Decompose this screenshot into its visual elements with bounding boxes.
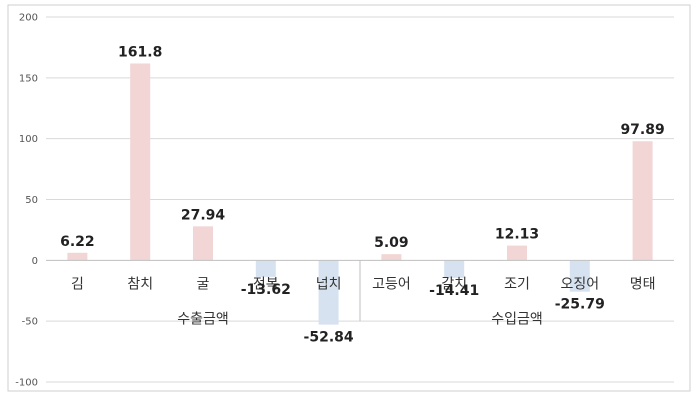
- value-label: -52.84: [304, 330, 354, 346]
- bar-7: [444, 260, 465, 278]
- category-label: 굴: [197, 276, 210, 292]
- value-label: 6.22: [60, 234, 95, 250]
- category-label: 조기: [504, 276, 530, 292]
- category-label: 전복: [253, 276, 279, 292]
- y-tick-label: 150: [19, 73, 38, 84]
- bar-1: [67, 252, 88, 261]
- category-label: 명태: [630, 276, 656, 292]
- value-label: -14.41: [429, 283, 479, 299]
- category-label: 참치: [127, 276, 153, 292]
- bar-3: [193, 226, 213, 261]
- bars: [67, 63, 653, 325]
- bar-8: [507, 245, 527, 261]
- bar-6: [381, 254, 402, 261]
- y-axis-ticks: 200 150 100 50 0 -50 -100: [15, 13, 38, 389]
- x-axis: [46, 259, 674, 322]
- y-tick-label: 0: [32, 256, 38, 267]
- group-labels: 수출금액 수입금액: [177, 311, 543, 327]
- category-label: 김: [71, 276, 84, 292]
- y-tick-label: -100: [15, 378, 38, 389]
- category-label: 넙치: [316, 276, 342, 292]
- y-tick-label: 100: [19, 134, 38, 145]
- y-tick-label: 50: [25, 195, 38, 206]
- value-label: 5.09: [374, 235, 409, 251]
- bar-9: [569, 260, 590, 292]
- value-label: -25.79: [555, 297, 605, 313]
- group-label: 수출금액: [177, 311, 229, 327]
- chart-border: [7, 4, 691, 392]
- category-label: 고등어: [372, 276, 411, 292]
- value-label: 12.13: [495, 227, 539, 243]
- y-tick-label: -50: [22, 317, 38, 328]
- value-label: 27.94: [181, 207, 226, 223]
- value-labels: 6.22 161.8 27.94 -13.62 -52.84 5.09 -14.41 12.1…: [60, 44, 665, 345]
- bar-4: [255, 260, 276, 277]
- bar-2: [130, 63, 151, 261]
- value-label: -13.62: [241, 282, 291, 298]
- category-labels: 김 참치 굴 전복 넙치 고등어 갈치 조기 오징어 명태: [71, 276, 656, 292]
- bar-5: [318, 260, 339, 325]
- category-label: 갈치: [441, 276, 467, 292]
- group-label: 수입금액: [491, 311, 543, 327]
- value-label: 97.89: [620, 122, 664, 138]
- category-label: 오징어: [560, 276, 599, 292]
- bar-10: [632, 141, 653, 261]
- y-tick-label: 200: [19, 13, 38, 24]
- value-label: 161.8: [118, 44, 162, 60]
